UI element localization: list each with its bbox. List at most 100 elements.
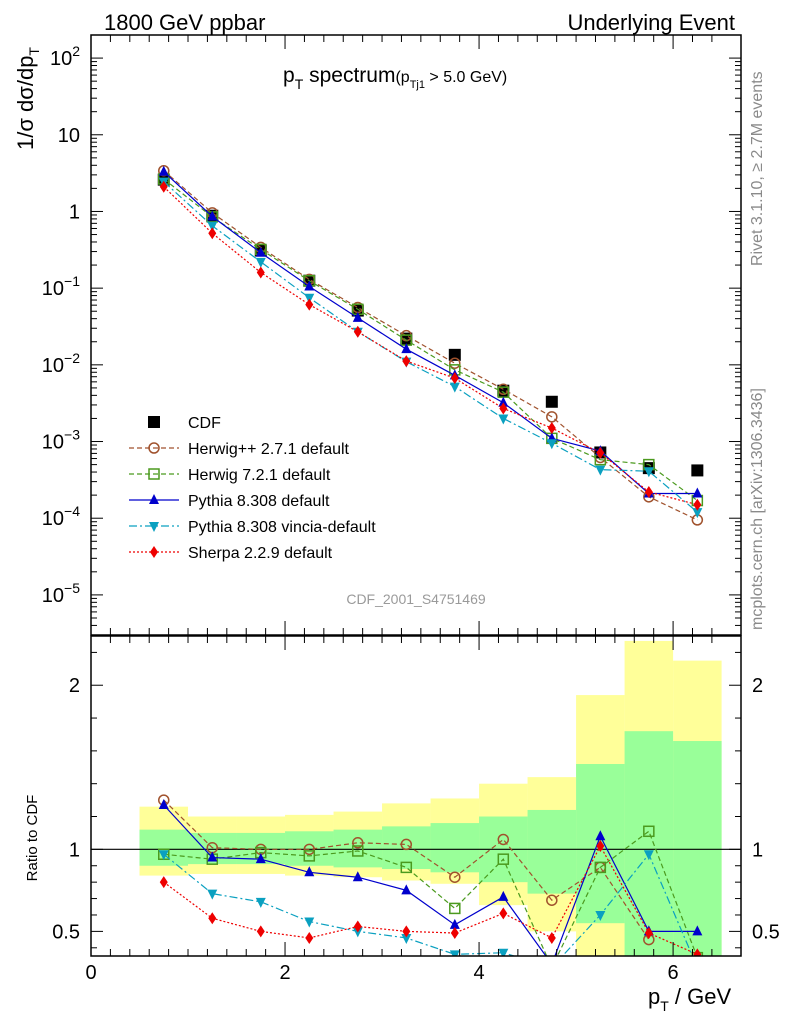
point-sherpa-2-2-9-default [208,227,217,240]
ratio-point-pythia-8-308-vincia-default [692,963,702,973]
ratio-plot-panel: Ratio to CDF pT / GeV 0 2 4 6 0.5 0.5 1 1 2 2 [24,635,780,1014]
ratio-point-pythia-8-308-vincia-default [643,850,654,861]
uncertainty-bands [139,640,722,956]
main-ytick-exp: −2 [64,350,80,366]
point-cdf [545,395,558,408]
ratio-xlabel-unit: / GeV [669,984,732,1009]
legend-marker-herwig-2-7-1-default [148,442,160,454]
ratio-ytick-label: 2 [69,675,80,697]
ratio-point-pythia-8-308-default [207,851,218,862]
point-pythia-8-308-default [207,210,218,221]
point-sherpa-2-2-9-default [353,325,362,338]
main-ytick-base: 10 [42,432,64,454]
series-line-pythia-8-308-vincia-default [163,181,698,513]
point-sherpa-2-2-9-default [305,298,314,311]
header-right: Underlying Event [567,10,735,35]
main-ylabel: 1/σ dσ/dpT [13,47,42,150]
ratio-ytick-label-right: 1 [752,839,763,861]
point-pythia-8-308-vincia-default [692,508,703,519]
main-ytick-label: 1 [69,201,80,223]
ratio-ytick-label: 0.5 [52,921,80,943]
legend-label-pythia-8-308-vincia-default: Pythia 8.308 vincia-default [188,519,376,536]
point-pythia-8-308-default [158,165,169,176]
legend-marker-pythia-8-308-default [149,494,159,504]
point-pythia-8-308-default [401,343,412,354]
ratio-line-herwig-7-2-1-default [163,830,698,956]
legend-label-herwig-2-7-1-default: Herwig++ 2.7.1 default [188,441,350,458]
ratio-point-sherpa-2-2-9-default [644,927,653,940]
ratio-point-herwig-2-7-1-default [497,833,510,846]
legend-label-herwig-7-2-1-default: Herwig 7.2.1 default [188,467,331,484]
ratio-point-herwig-7-2-1-default [352,845,364,857]
ratio-xtick-label: 4 [473,962,484,984]
ratio-point-pythia-8-308-default [692,925,703,936]
ratio-point-herwig-7-2-1-default [594,861,607,874]
point-sherpa-2-2-9-default [644,485,653,498]
main-ytick-base: 10 [50,48,72,70]
ratio-point-herwig-2-7-1-default [352,837,364,849]
ratio-point-sherpa-2-2-9-default [256,925,265,938]
ratio-sherpa-2-2-9-default [159,840,702,956]
ratio-xtick-label: 2 [279,962,290,984]
main-ytick-label: 10−4 [42,503,80,530]
series-line-herwig-7-2-1-default [163,178,698,502]
ratio-point-sherpa-2-2-9-default [499,907,508,920]
point-sherpa-2-2-9-default [596,446,605,459]
main-series-group [157,164,704,526]
band-green [673,741,722,956]
band-green [527,809,577,894]
main-ytick-exp: −3 [64,427,80,443]
legend: CDF Herwig++ 2.7.1 default Herwig 7.2.1 de… [129,415,376,562]
main-ytick-label: 10−5 [42,580,80,607]
point-herwig-2-7-1-default [449,357,461,369]
main-title-word: spectrum [303,64,395,87]
header-left: 1800 GeV ppbar [104,10,265,35]
point-pythia-8-308-vincia-default [255,257,266,268]
main-ylabel-text: 1/σ dσ/dp [13,56,38,150]
band-green [430,823,480,873]
ratio-point-sherpa-2-2-9-default [596,840,605,853]
legend-marker-pythia-8-308-vincia-default [149,522,159,532]
ratio-ytick-label-right: 0.5 [752,921,780,943]
main-frame [90,34,742,636]
ratio-point-pythia-8-308-vincia-default [401,933,412,944]
main-ytick-exp: −1 [64,273,80,289]
ratio-pythia-8-308-vincia-default [158,850,702,973]
ratio-point-herwig-2-7-1-default [546,894,558,906]
ratio-point-herwig-7-2-1-default [547,962,557,972]
series-cdf [157,173,704,477]
ratio-point-sherpa-2-2-9-default [693,948,702,956]
ratio-point-sherpa-2-2-9-default [547,931,556,944]
series-line-herwig-2-7-1-default [163,170,698,521]
main-ytick-label: 10 [58,125,80,147]
main-title-sub: T [295,76,304,92]
point-pythia-8-308-default [498,396,509,407]
rivet-label: Rivet 3.1.10, ≥ 2.7M events [749,71,766,266]
legend-marker-sherpa-2-2-9-default [150,546,158,558]
point-pythia-8-308-vincia-default [449,382,460,393]
main-ytick-exp: −5 [64,580,80,596]
point-sherpa-2-2-9-default [693,498,702,511]
point-pythia-8-308-vincia-default [643,467,654,478]
band-green [139,829,189,866]
main-ytick-exp: 2 [72,43,80,59]
point-pythia-8-308-vincia-default [498,414,509,425]
point-cdf [691,464,704,477]
ratio-point-pythia-8-308-vincia-default [498,948,509,956]
ratio-xlabel-p: p [648,984,660,1009]
ratio-point-sherpa-2-2-9-default [450,927,459,940]
main-ytick-base: 1 [69,201,80,223]
point-pythia-8-308-default [352,311,363,322]
main-ytick-base: 10 [42,278,64,300]
mcplots-label: mcplots.cern.ch [arXiv:1306.3436] [749,388,766,630]
ratio-point-pythia-8-308-default [547,958,557,968]
ratio-point-pythia-8-308-vincia-default [595,910,606,921]
main-title: pT spectrum(pTj1 > 5.0 GeV) [283,64,507,92]
ratio-point-pythia-8-308-default [498,890,509,901]
ratio-point-herwig-2-7-1-default [449,871,461,883]
main-ytick-label: 10−3 [42,427,80,454]
ratio-xtick-label: 0 [85,962,96,984]
ratio-point-herwig-2-7-1-default [400,838,413,851]
main-ytick-label: 102 [50,43,80,70]
ratio-point-herwig-7-2-1-default [303,850,316,862]
